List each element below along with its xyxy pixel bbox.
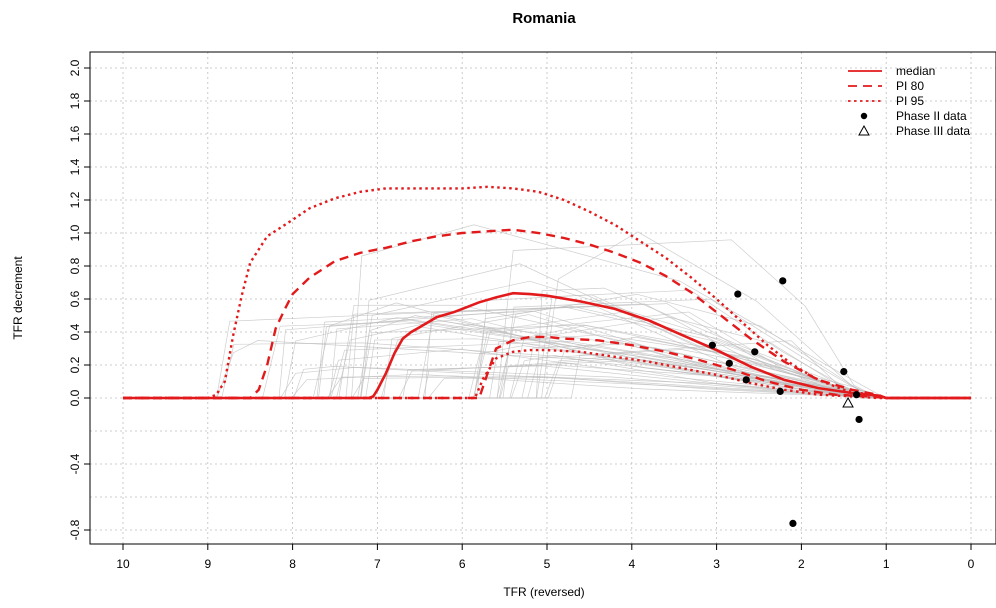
trajectory-line (123, 345, 971, 399)
legend-symbol (860, 112, 868, 120)
phase2-point (855, 415, 863, 424)
phase2-point (852, 391, 861, 399)
x-tick-label: 0 (968, 557, 975, 571)
y-tick-label: 2.0 (68, 59, 82, 76)
pi-80-upper-line (123, 228, 971, 400)
x-tick-label: 8 (289, 557, 296, 571)
pi-95-lower-line (123, 348, 971, 400)
plot-frame (89, 51, 996, 545)
x-tick-label: 2 (798, 557, 805, 571)
x-axis-label: TFR (reversed) (503, 585, 584, 599)
legend-label: Phase II data (896, 109, 967, 123)
legend-label: PI 80 (896, 79, 924, 93)
x-axis: 10 9 8 7 6 5 4 3 2 1 0 (116, 543, 975, 571)
legend-label: PI 95 (896, 94, 924, 108)
y-tick-label: 0.8 (68, 257, 82, 274)
phase2-point (776, 387, 784, 395)
chart-title: Romania (512, 10, 576, 27)
y-tick-label: -0.4 (68, 453, 82, 474)
phase2-point (779, 277, 787, 285)
y-tick-label: 1.2 (68, 191, 82, 208)
y-axis-label: TFR decrement (11, 256, 25, 340)
x-tick-label: 10 (116, 557, 130, 571)
y-tick-label: 0.0 (68, 389, 82, 406)
x-tick-label: 9 (204, 557, 211, 571)
x-tick-label: 3 (713, 557, 720, 571)
pi-80-lower-line (123, 335, 971, 400)
x-tick-label: 1 (883, 557, 890, 571)
y-tick-label: 0.2 (68, 356, 82, 373)
phase2-point (840, 368, 848, 376)
x-tick-label: 6 (459, 557, 466, 571)
legend-label: Phase III data (896, 124, 970, 138)
y-tick-label: -0.8 (68, 519, 82, 540)
grid-lines (90, 52, 996, 544)
y-tick-label: 0.6 (68, 290, 82, 307)
y-tick-label: 1.4 (68, 158, 82, 175)
y-tick-label: 1.0 (68, 224, 82, 241)
y-tick-label: 1.6 (68, 125, 82, 142)
phase2-point (725, 359, 733, 367)
trajectory-line (123, 304, 971, 399)
series-lines (123, 185, 971, 400)
trajectory-line (123, 311, 971, 399)
x-tick-label: 5 (544, 557, 551, 571)
phase3-point (842, 396, 854, 408)
x-tick-label: 7 (374, 557, 381, 571)
y-axis: -0.8 -0.4 0.0 0.2 0.4 0.6 0.8 1.0 1.2 1.4 1.6 1.8 2.… (68, 59, 91, 540)
y-tick-label: 0.4 (68, 323, 82, 340)
median-line (123, 291, 971, 400)
y-tick-label: 1.8 (68, 92, 82, 109)
phase2-point (789, 519, 797, 528)
phase2-point (742, 376, 750, 384)
phase2-point (734, 290, 742, 298)
legend-label: median (896, 64, 935, 78)
phase2-point (751, 348, 759, 356)
x-tick-label: 4 (628, 557, 635, 571)
data-points (708, 277, 863, 528)
legend-symbol (858, 124, 870, 136)
phase2-point (708, 341, 716, 349)
trajectory-line (123, 311, 971, 399)
